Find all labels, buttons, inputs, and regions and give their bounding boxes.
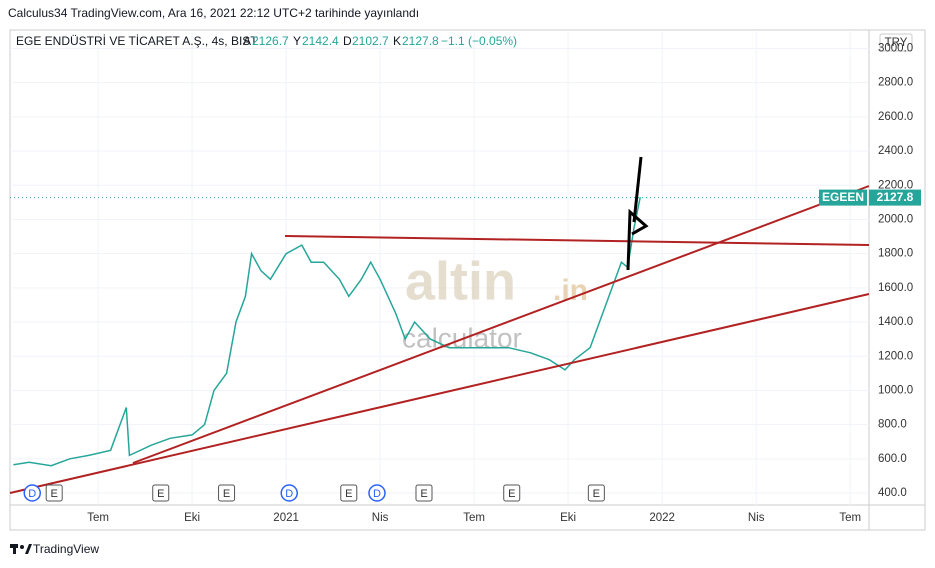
dividend-marker xyxy=(280,484,298,502)
earnings-marker xyxy=(503,484,521,502)
x-tick-label: 2022 xyxy=(649,512,675,524)
ohlc-value: 2126.7 xyxy=(252,34,289,48)
event-label: D xyxy=(28,488,36,500)
trend-lines xyxy=(9,185,870,494)
x-tick-label: Nis xyxy=(372,512,389,524)
ohlc-label: K xyxy=(393,34,401,48)
y-tick-label: 1800.0 xyxy=(878,248,913,260)
y-tick-label: 1400.0 xyxy=(878,316,913,328)
header: Calculus34 TradingView.com, Ara 16, 2021… xyxy=(8,6,419,20)
change: −1.1 (−0.05%) xyxy=(441,34,517,48)
y-tick-label: 400.0 xyxy=(878,487,907,499)
event-label: E xyxy=(593,488,600,500)
last-price: 2127.8 xyxy=(877,190,914,204)
event-label: E xyxy=(345,488,352,500)
earnings-marker xyxy=(218,484,236,502)
price-badge xyxy=(869,189,921,206)
price-line xyxy=(13,197,641,467)
ohlc-value: 2127.8 xyxy=(402,34,439,48)
watermark: .in xyxy=(553,274,588,307)
y-tick-label: 600.0 xyxy=(878,453,907,465)
event-label: E xyxy=(157,488,164,500)
symbol-title: EGE ENDÜSTRİ VE TİCARET A.Ş., 4s, BIST xyxy=(16,34,258,48)
x-tick-label: Nis xyxy=(748,512,765,524)
x-tick-label: Tem xyxy=(87,512,109,524)
event-label: E xyxy=(420,488,427,500)
earnings-marker xyxy=(587,484,605,502)
ohlc-label: Y xyxy=(293,34,301,48)
y-tick-label: 800.0 xyxy=(878,419,907,431)
y-tick-label: 2000.0 xyxy=(878,213,913,225)
y-tick-label: 1000.0 xyxy=(878,384,913,396)
y-tick-label: 1600.0 xyxy=(878,282,913,294)
event-label: D xyxy=(373,488,381,500)
y-tick-label: 2800.0 xyxy=(878,77,913,89)
ticker-badge xyxy=(819,189,867,206)
ticker: EGEEN xyxy=(822,190,864,204)
frame xyxy=(9,29,926,531)
ohlc-value: 2142.4 xyxy=(302,34,339,48)
x-tick-label: Eki xyxy=(560,512,576,524)
y-tick-label: 2400.0 xyxy=(878,145,913,157)
earnings-marker xyxy=(152,484,170,502)
currency: TRY xyxy=(885,37,908,49)
y-tick-label: 3000.0 xyxy=(878,42,913,54)
dividend-marker xyxy=(23,484,42,502)
brand-logo xyxy=(10,544,32,554)
currency-badge xyxy=(879,33,913,52)
ohlc-label: D xyxy=(343,34,352,48)
earnings-marker xyxy=(340,484,358,502)
event-label: E xyxy=(223,488,230,500)
watermark: altin xyxy=(405,251,516,311)
earnings-marker xyxy=(45,484,63,502)
earnings-marker xyxy=(415,484,433,502)
x-tick-label: Eki xyxy=(184,512,200,524)
ohlc-value: 2102.7 xyxy=(352,34,389,48)
y-tick-label: 1200.0 xyxy=(878,350,913,362)
event-label: E xyxy=(508,488,515,500)
dividend-marker xyxy=(368,484,386,502)
x-tick-label: Tem xyxy=(839,512,861,524)
y-tick-label: 2200.0 xyxy=(878,179,913,191)
event-label: D xyxy=(285,488,293,500)
ohlc-label: A xyxy=(243,34,251,48)
arrow-drawing xyxy=(626,156,649,271)
x-tick-label: 2021 xyxy=(273,512,299,524)
event-label: E xyxy=(51,488,58,500)
x-tick-label: Tem xyxy=(463,512,485,524)
brand: TradingView xyxy=(33,542,99,556)
y-tick-label: 2600.0 xyxy=(878,111,913,123)
